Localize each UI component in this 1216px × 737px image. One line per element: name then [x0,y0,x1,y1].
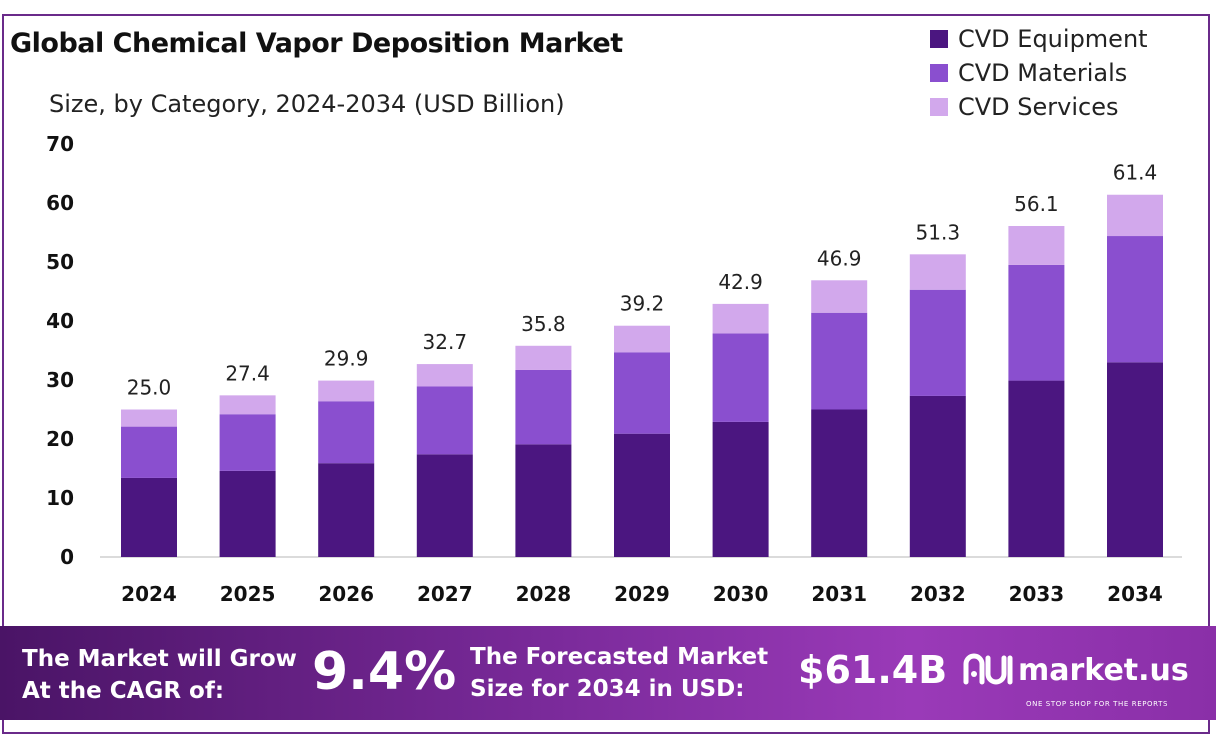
x-tick-label: 2026 [318,582,374,606]
bar-segment-cvd-services [318,380,375,402]
legend-swatch-equipment [930,30,948,48]
bar-total-label: 46.9 [817,246,862,270]
bar-total-label: 56.1 [1014,192,1059,216]
x-tick-label: 2030 [713,582,769,606]
bar-segment-cvd-materials [1008,264,1065,381]
legend-swatch-services [930,98,948,116]
x-tick-label: 2031 [811,582,867,606]
bar-segment-cvd-equipment [121,477,177,557]
legend-label-services: CVD Services [958,93,1119,121]
bar-segment-cvd-services [909,254,966,290]
y-tick-label: 60 [46,191,74,215]
legend-item-materials: CVD Materials [930,56,1148,90]
forecast-label: The Forecasted Market Size for 2034 in U… [470,644,769,702]
bar-segment-cvd-equipment [712,421,769,557]
bar-segment-cvd-materials [318,401,375,464]
x-tick-label: 2029 [614,582,670,606]
y-tick-label: 20 [46,427,74,451]
bar-total-label: 25.0 [127,376,172,400]
legend-swatch-materials [930,64,948,82]
bar-segment-cvd-services [811,280,868,313]
bar-segment-cvd-services [614,325,670,353]
bar-segment-cvd-equipment [614,433,670,557]
bar-total-label: 51.3 [916,220,961,244]
y-tick-label: 40 [46,309,74,333]
legend: CVD Equipment CVD Materials CVD Services [930,22,1148,124]
bar-segment-cvd-services [712,303,769,334]
x-tick-label: 2032 [910,582,966,606]
chart-subtitle: Size, by Category, 2024-2034 (USD Billio… [49,90,565,118]
bar-segment-cvd-materials [909,289,966,396]
x-tick-label: 2028 [516,582,572,606]
chart-frame [2,14,1210,734]
y-tick-label: 50 [46,250,74,274]
legend-item-services: CVD Services [930,90,1148,124]
bar-segment-cvd-equipment [318,463,375,557]
bar-segment-cvd-materials [416,386,473,455]
market-us-logo-icon [963,653,1013,685]
bar-segment-cvd-materials [121,426,177,478]
bar-segment-cvd-materials [219,414,276,471]
bar-segment-cvd-equipment [811,409,868,557]
bar-segment-cvd-equipment [1008,380,1065,557]
brand-name: market.us [1018,652,1189,688]
y-tick-label: 10 [46,486,74,510]
x-tick-label: 2025 [220,582,276,606]
bar-segment-cvd-services [121,409,177,427]
bar-segment-cvd-equipment [1107,362,1163,557]
bar-total-label: 61.4 [1113,161,1158,185]
chart-title: Global Chemical Vapor Deposition Market [10,28,623,59]
legend-label-equipment: CVD Equipment [958,25,1148,53]
bar-total-label: 35.8 [521,312,566,336]
bar-segment-cvd-services [416,364,473,387]
y-tick-label: 0 [60,545,74,569]
y-tick-label: 70 [46,132,74,156]
bar-segment-cvd-materials [811,312,868,410]
bar-segment-cvd-services [1107,194,1163,237]
bar-segment-cvd-equipment [416,454,473,557]
bar-total-label: 42.9 [718,270,763,294]
brand-logo: market.us ONE STOP SHOP FOR THE REPORTS [962,650,1189,708]
x-tick-label: 2033 [1009,582,1065,606]
x-tick-label: 2034 [1107,582,1163,606]
legend-item-equipment: CVD Equipment [930,22,1148,56]
bar-segment-cvd-services [1008,226,1065,265]
bar-segment-cvd-equipment [219,470,276,557]
bar-segment-cvd-materials [614,352,670,434]
x-tick-label: 2024 [121,582,177,606]
bar-segment-cvd-materials [515,369,572,445]
forecast-value: $61.4B [798,648,948,692]
cagr-label: The Market will Grow At the CAGR of: [22,646,297,704]
brand-tagline: ONE STOP SHOP FOR THE REPORTS [1026,700,1169,708]
cagr-value: 9.4% [312,642,457,702]
bar-segment-cvd-materials [1107,236,1163,363]
y-tick-label: 30 [46,368,74,392]
bar-segment-cvd-equipment [909,395,966,557]
bar-segment-cvd-services [219,395,276,415]
bar-total-label: 29.9 [324,347,369,371]
bar-segment-cvd-services [515,345,572,370]
x-tick-label: 2027 [417,582,473,606]
legend-label-materials: CVD Materials [958,59,1128,87]
bar-total-label: 27.4 [225,361,270,385]
bar-segment-cvd-equipment [515,444,572,557]
bar-total-label: 32.7 [423,330,468,354]
bar-segment-cvd-materials [712,333,769,422]
stacked-bar-chart: 01020304050607025.0202427.4202529.920263… [46,132,1182,606]
summary-banner: The Market will Grow At the CAGR of: 9.4… [0,626,1216,720]
bar-total-label: 39.2 [620,292,665,316]
